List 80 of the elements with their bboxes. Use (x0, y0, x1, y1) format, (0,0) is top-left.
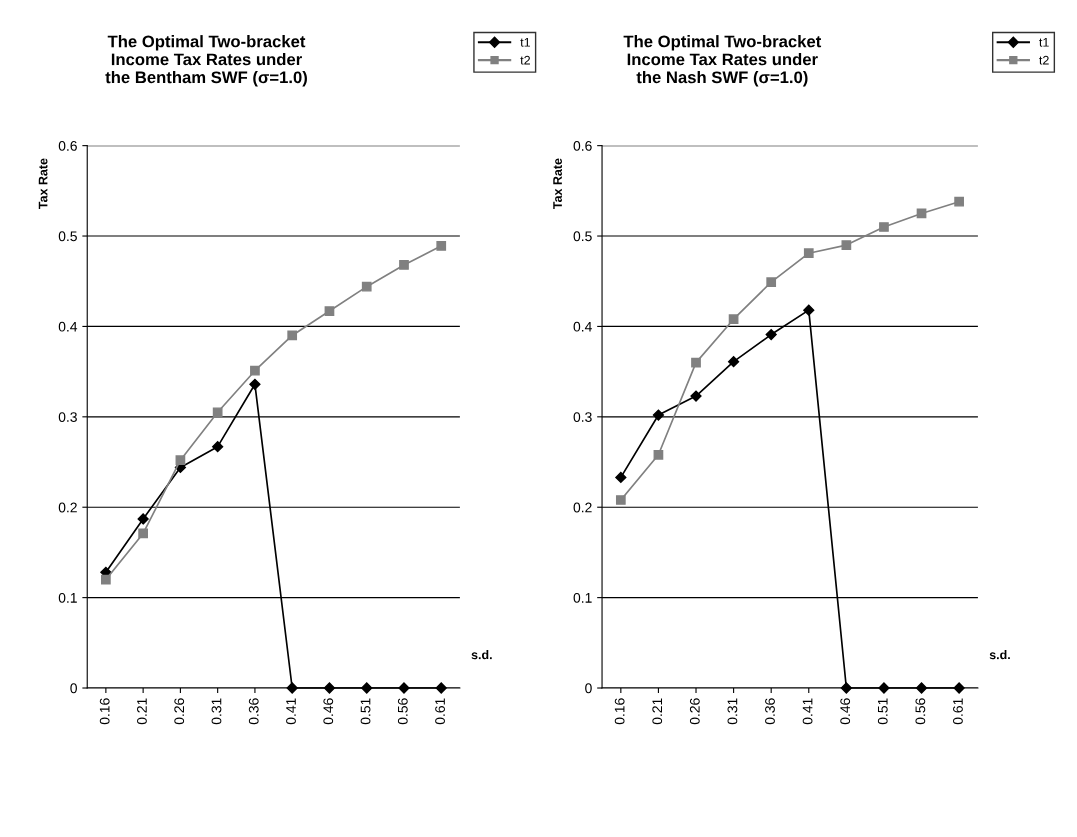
legend-label: t1 (1039, 38, 1049, 47)
x-axis-title: s.d. (989, 650, 1010, 660)
point (765, 328, 777, 341)
y-axis-title: Tax Rate (38, 158, 48, 210)
point (324, 306, 335, 316)
y-tick-label: 0.1 (573, 592, 592, 603)
point (691, 357, 701, 368)
x-tick-label: 0.21 (137, 698, 147, 725)
x-tick-label: 0.31 (211, 698, 222, 725)
y-tick-label: 0 (70, 683, 77, 694)
y-tick-label: 0.3 (58, 412, 77, 422)
point (287, 330, 298, 341)
x-tick-label: 0.46 (323, 698, 334, 725)
point (435, 682, 447, 694)
x-tick-label: 0.41 (802, 698, 813, 725)
x-tick-label: 0.21 (652, 698, 663, 725)
point (954, 196, 964, 207)
x-tick-label: 0.31 (727, 698, 738, 725)
point (286, 682, 298, 694)
y-axis-title: Tax Rate (553, 158, 562, 210)
x-tick-label: 0.36 (248, 698, 259, 725)
y-tick-label: 0.6 (573, 140, 592, 151)
point (436, 241, 447, 251)
point (803, 304, 815, 316)
y-tick-label: 0.4 (58, 321, 78, 332)
y-tick-label: 0.6 (58, 140, 77, 151)
y-tick-label: 0.3 (573, 412, 592, 422)
y-tick-label: 0 (585, 683, 592, 694)
x-tick-label: 0.36 (765, 698, 775, 725)
point (915, 682, 928, 694)
y-tick-label: 0.4 (573, 321, 592, 332)
point (249, 378, 261, 390)
point (399, 260, 409, 270)
point (766, 277, 777, 287)
x-tick-label: 0.26 (174, 698, 185, 725)
point (728, 314, 739, 325)
point (841, 240, 852, 250)
point (175, 455, 186, 466)
x-tick-label: 0.16 (614, 698, 625, 725)
point (101, 574, 111, 585)
x-tick-label: 0.46 (840, 698, 851, 725)
point (138, 528, 148, 539)
x-tick-label: 0.16 (99, 698, 110, 725)
x-tick-label: 0.51 (877, 698, 888, 725)
x-tick-label: 0.61 (435, 698, 445, 725)
y-tick-label: 0.1 (58, 592, 77, 603)
x-tick-label: 0.56 (397, 698, 408, 725)
point (727, 356, 740, 368)
x-tick-label: 0.51 (360, 698, 371, 725)
point (212, 441, 224, 453)
y-tick-label: 0.2 (58, 502, 77, 513)
point (212, 407, 223, 418)
point (137, 513, 149, 525)
x-tick-label: 0.26 (689, 698, 700, 725)
legend-label: t2 (1039, 55, 1049, 65)
point (361, 281, 372, 292)
point (250, 365, 260, 376)
point (840, 682, 852, 694)
point (361, 682, 373, 694)
chart-title: The Optimal Two-bracket Income Tax Rates under the Nash SWF (σ=1.0) (623, 35, 822, 87)
point (953, 682, 965, 694)
point (878, 682, 890, 694)
legend-label: t2 (520, 55, 530, 65)
x-tick-label: 0.61 (953, 698, 963, 725)
x-tick-label: 0.41 (286, 698, 296, 725)
point (879, 222, 889, 232)
x-axis-title: s.d. (471, 650, 492, 660)
point (803, 248, 814, 259)
x-tick-label: 0.56 (915, 698, 926, 725)
chart-title: The Optimal Two-bracket Income Tax Rates under the Bentham SWF (σ=1.0) (105, 35, 307, 87)
point (398, 682, 410, 694)
point (652, 409, 665, 421)
point (653, 449, 664, 460)
legend-label: t1 (520, 38, 530, 47)
y-tick-label: 0.5 (573, 231, 592, 242)
y-tick-label: 0.2 (573, 502, 592, 513)
y-tick-label: 0.5 (58, 231, 77, 242)
point (323, 682, 336, 694)
point (615, 471, 627, 483)
point (615, 495, 626, 505)
